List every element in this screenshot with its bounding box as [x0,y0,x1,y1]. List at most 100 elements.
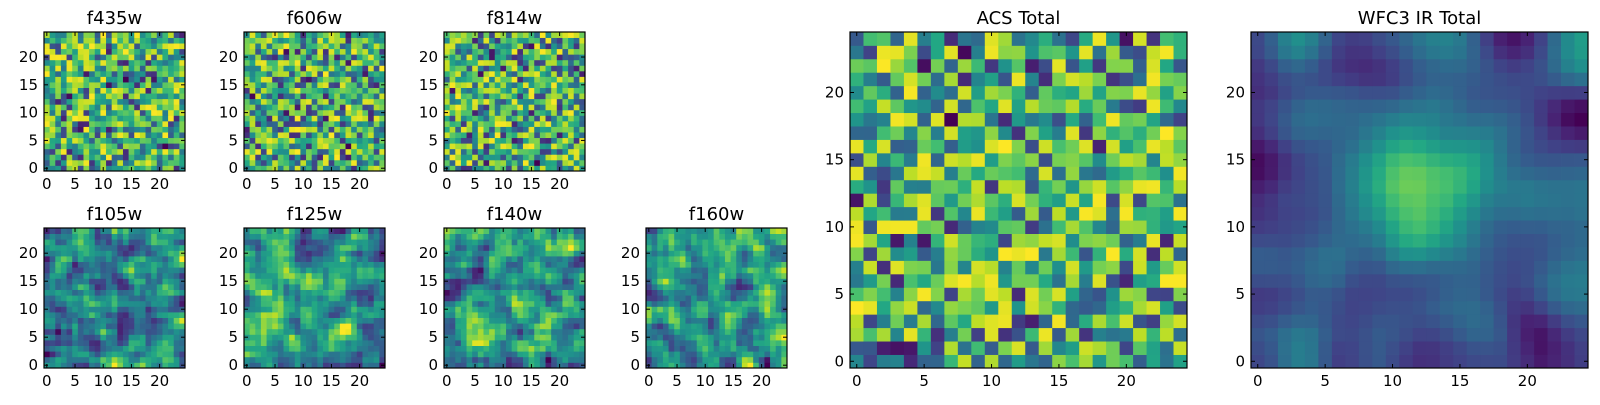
heatmap-cell [157,43,163,49]
heatmap-cell [506,138,512,144]
heatmap-cell [317,234,323,240]
heatmap-cell [306,110,312,116]
heatmap-cell [971,180,985,194]
heatmap-cell [1120,274,1134,288]
heatmap-cell [691,312,697,318]
heatmap-cell [261,160,267,166]
heatmap-cell [444,76,450,82]
heatmap-cell [506,278,512,284]
heatmap-cell [323,228,329,234]
heatmap-cell [1052,301,1066,315]
heatmap-cell [702,290,708,296]
heatmap-cell [340,65,346,71]
heatmap-cell [267,104,273,110]
heatmap-cell [312,278,318,284]
heatmap-cell [546,318,552,324]
heatmap-cell [776,351,782,357]
heatmap-cell [517,245,523,251]
heatmap-cell [863,341,877,355]
heatmap-cell [529,318,535,324]
heatmap-cell [168,38,174,44]
heatmap-cell [300,71,306,77]
heatmap-cell [306,82,312,88]
heatmap-cell [357,284,363,290]
heatmap-cell [67,110,73,116]
panel-title: f105w [87,204,142,225]
heatmap-cell [495,290,501,296]
heatmap-cell [374,82,380,88]
heatmap-cell [351,127,357,133]
heatmap-cell [529,234,535,240]
heatmap-cell [362,351,368,357]
heatmap-cell [346,273,352,279]
heatmap-cell [157,312,163,318]
heatmap-cell [450,54,456,60]
heatmap-cell [362,88,368,94]
heatmap-cell [351,38,357,44]
heatmap-cell [523,71,529,77]
heatmap-cell [357,138,363,144]
heatmap-cell [351,76,357,82]
heatmap-cell [998,341,1012,355]
heatmap-cell [708,245,714,251]
heatmap-cell [546,71,552,77]
heatmap-cell [250,43,256,49]
heatmap-cell [106,160,112,166]
heatmap-cell [89,256,95,262]
heatmap-cell [1012,153,1026,167]
heatmap-cell [250,340,256,346]
heatmap-cell [472,312,478,318]
heatmap-cell [306,318,312,324]
heatmap-cell [500,245,506,251]
heatmap-cell [574,71,580,77]
heatmap-cell [500,160,506,166]
heatmap-cell [557,262,563,268]
heatmap-cell [278,278,284,284]
heatmap-cell [691,318,697,324]
heatmap-cell [244,245,250,251]
heatmap-cell [714,318,720,324]
heatmap-cell [267,262,273,268]
heatmap-cell [168,357,174,363]
heatmap-cell [958,260,972,274]
heatmap-cell [244,60,250,66]
heatmap-cell [495,312,501,318]
heatmap-cell [652,312,658,318]
heatmap-cell [112,340,118,346]
heatmap-cell [55,284,61,290]
heatmap-cell [714,250,720,256]
heatmap-cell [61,284,67,290]
heatmap-cell [334,267,340,273]
heatmap-cell [1012,234,1026,248]
heatmap-cell [500,132,506,138]
heatmap-cell [267,228,273,234]
heatmap-cell [652,290,658,296]
heatmap-cell [495,295,501,301]
heatmap-cell [374,138,380,144]
heatmap-cell [1133,260,1147,274]
heatmap-cell [340,312,346,318]
heatmap-cell [685,334,691,340]
heatmap-cell [267,278,273,284]
heatmap-cell [467,334,473,340]
heatmap-cell [691,234,697,240]
heatmap-cell [61,132,67,138]
heatmap-cell [483,234,489,240]
heatmap-cell [140,132,146,138]
heatmap-cell [646,290,652,296]
heatmap-cell [140,154,146,160]
heatmap-cell [157,82,163,88]
heatmap-cell [472,323,478,329]
heatmap-cell [362,65,368,71]
heatmap-cell [450,228,456,234]
heatmap-cell [362,329,368,335]
heatmap-cell [551,290,557,296]
heatmap-cell [89,49,95,55]
heatmap-cell [89,250,95,256]
heatmap-cell [267,43,273,49]
heatmap-cell [776,239,782,245]
heatmap-cell [244,318,250,324]
heatmap-cell [146,82,152,88]
x-tick-label: 0 [42,372,52,390]
heatmap-cell [123,110,129,116]
